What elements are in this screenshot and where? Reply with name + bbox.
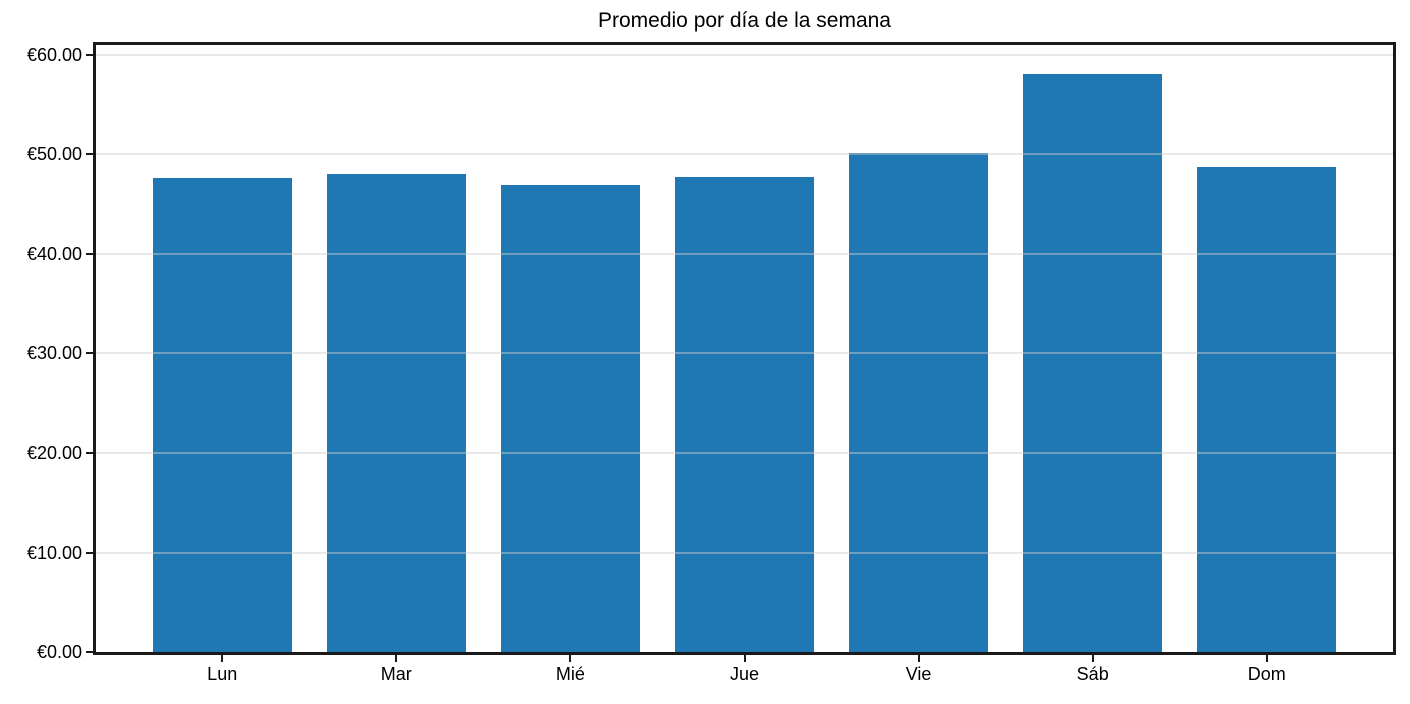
plot-area: €0.00 €10.00 €20.00 €30.00 €40.00 €50.00 €60.0… bbox=[27, 42, 1396, 683]
y-axis-tick bbox=[86, 252, 93, 255]
x-axis-tick bbox=[395, 655, 398, 662]
bar bbox=[848, 153, 989, 652]
gridline bbox=[96, 53, 1393, 56]
x-axis-tick bbox=[917, 655, 920, 662]
x-axis-tick bbox=[743, 655, 746, 662]
x-axis-tick bbox=[221, 655, 224, 662]
y-axis-tick-label: €60.00 bbox=[26, 44, 82, 65]
bar bbox=[326, 174, 466, 652]
x-axis-tick-label: Dom bbox=[1247, 664, 1286, 684]
bar bbox=[1023, 73, 1163, 652]
y-axis-tick-label: €20.00 bbox=[26, 442, 82, 463]
x-axis-tick-label: Mié bbox=[555, 664, 585, 684]
x-axis-tick-label: Jue bbox=[729, 664, 760, 684]
x-axis-tick-label: Sáb bbox=[1076, 664, 1109, 684]
y-axis-tick bbox=[86, 153, 93, 156]
y-axis-tick-label: €0.00 bbox=[36, 642, 82, 662]
x-axis-tick-label: Lun bbox=[207, 664, 238, 684]
gridline bbox=[96, 352, 1393, 355]
y-axis-tick-label: €10.00 bbox=[26, 542, 82, 563]
chart-title: Promedio por día de la semana bbox=[597, 9, 891, 32]
y-axis-tick-label: €40.00 bbox=[26, 243, 82, 264]
bar bbox=[1197, 167, 1337, 652]
gridline bbox=[96, 451, 1393, 454]
gridline bbox=[96, 252, 1393, 255]
y-axis-tick-label: €50.00 bbox=[26, 144, 82, 165]
x-axis-tick bbox=[1265, 655, 1268, 662]
bar bbox=[152, 178, 292, 652]
y-axis-tick-label: €30.00 bbox=[26, 343, 82, 364]
x-axis-tick-label: Vie bbox=[905, 664, 932, 684]
gridline bbox=[96, 551, 1393, 554]
y-axis-tick bbox=[86, 551, 93, 554]
bar bbox=[500, 185, 641, 652]
y-axis-tick bbox=[86, 352, 93, 355]
y-axis-tick bbox=[86, 53, 93, 56]
y-axis-tick bbox=[86, 651, 93, 653]
x-axis-tick bbox=[1091, 655, 1094, 662]
x-axis-tick-label: Mar bbox=[380, 664, 412, 684]
y-axis-tick bbox=[86, 451, 93, 454]
bar bbox=[674, 177, 815, 652]
x-axis-tick bbox=[569, 655, 572, 662]
gridline bbox=[96, 153, 1393, 156]
